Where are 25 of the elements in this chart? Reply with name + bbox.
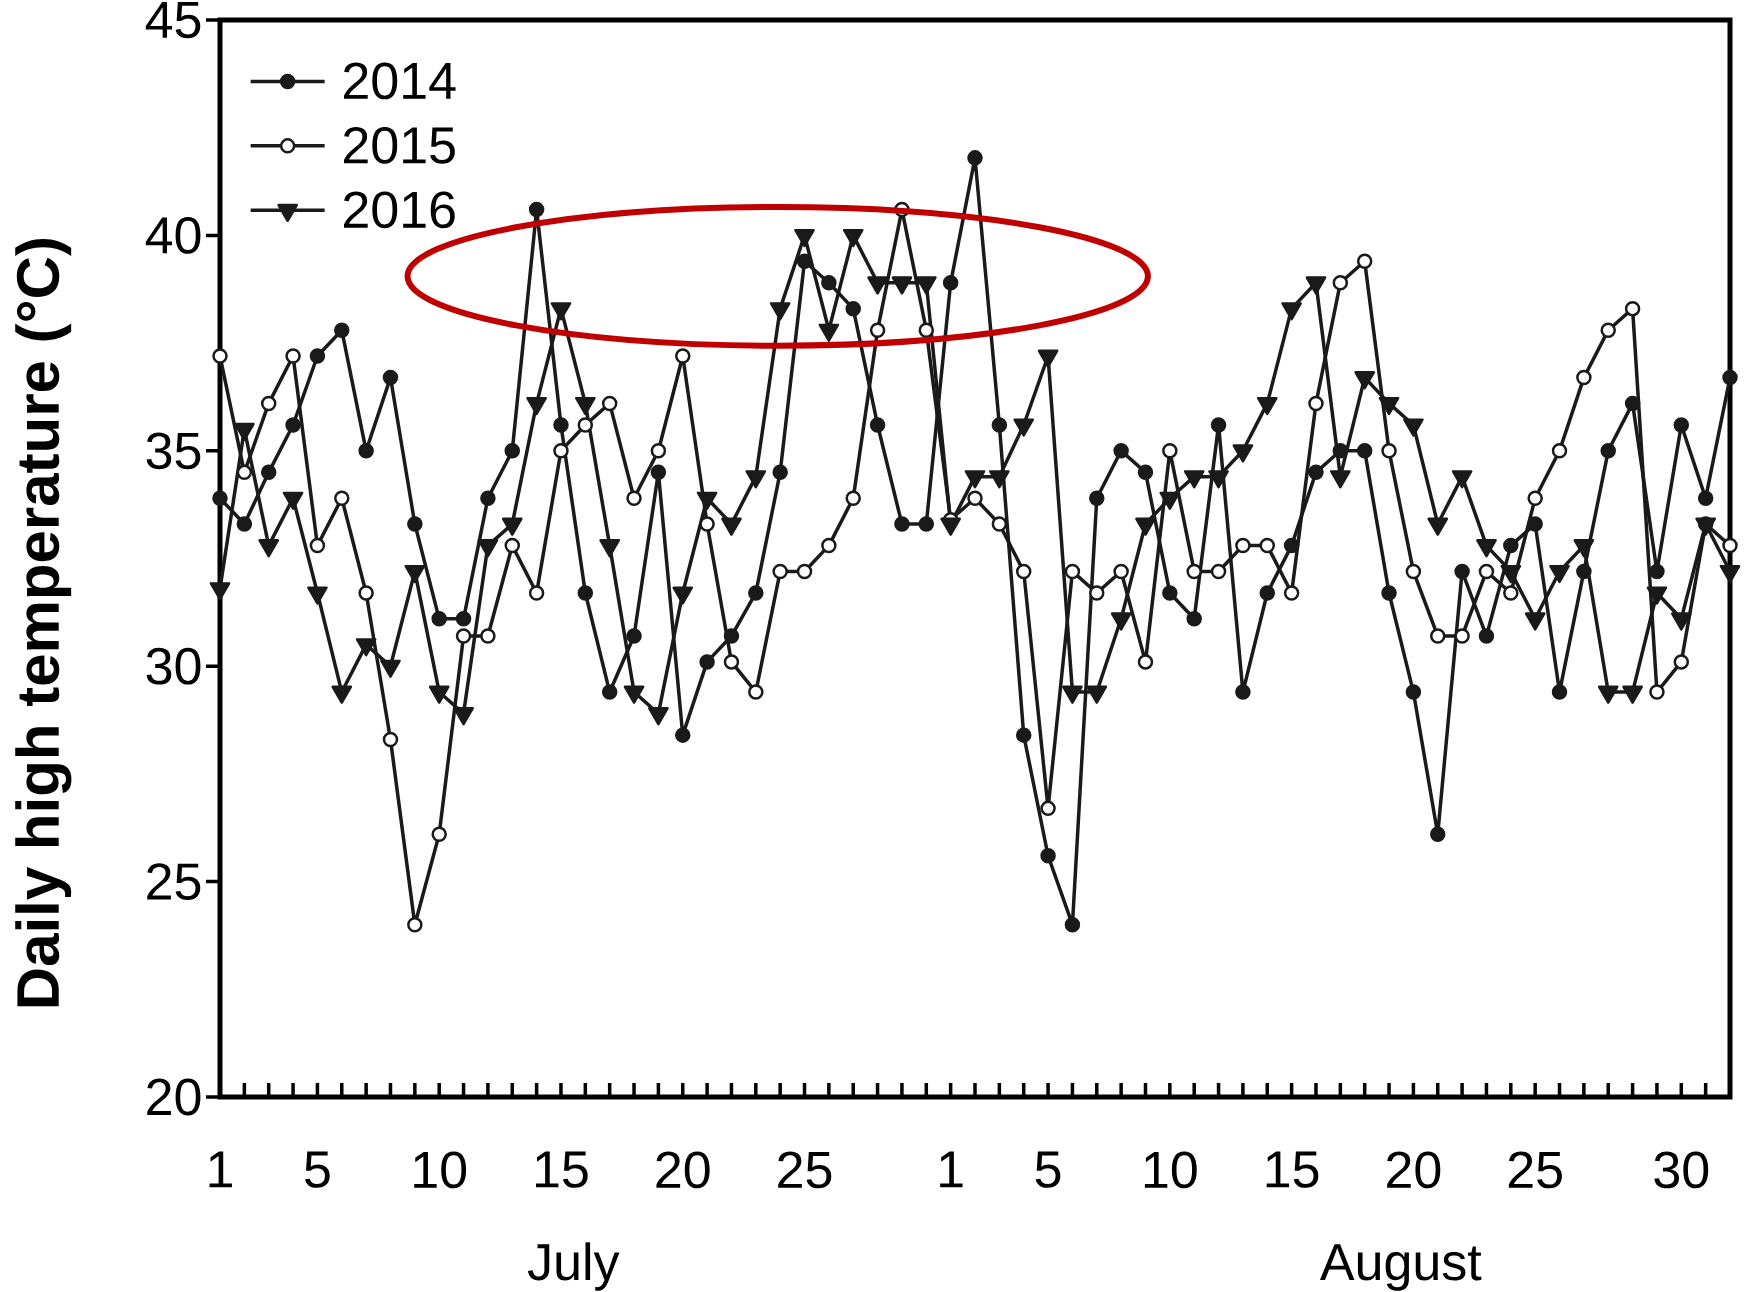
y-tick-label: 40	[145, 217, 201, 254]
x-tick-label: 5	[305, 1151, 330, 1188]
x-tick-label: 10	[1144, 1151, 1197, 1189]
legend-label: 2015	[344, 126, 455, 164]
x-tick-label: 10	[414, 1151, 467, 1189]
x-tick-label: 25	[778, 1151, 832, 1189]
x-tick-label: 5	[1035, 1151, 1061, 1188]
y-tick-label: 30	[146, 647, 201, 685]
x-tick-label: 30	[1654, 1151, 1709, 1189]
legend-label: 2016	[344, 191, 455, 229]
y-tick-label: 35	[146, 432, 201, 470]
x-tick-label: 15	[536, 1151, 588, 1188]
x-tick-label: 1	[209, 1151, 232, 1188]
x-tick-label: 15	[1266, 1151, 1319, 1188]
text: August	[1319, 1244, 1482, 1291]
x-tick-label: 1	[940, 1151, 963, 1188]
y-tick-label: 20	[147, 1078, 201, 1116]
y-tick-label: 25	[147, 863, 201, 901]
x-tick-label: 20	[1387, 1151, 1441, 1189]
y-axis-title: Daily high temperature (°C)	[15, 239, 72, 1007]
legend-label: 2014	[344, 62, 456, 100]
x-tick-label: 25	[1508, 1151, 1562, 1189]
x-tick-label: 20	[656, 1151, 710, 1189]
y-tick-label: 45	[145, 1, 201, 39]
text: July	[527, 1242, 620, 1291]
